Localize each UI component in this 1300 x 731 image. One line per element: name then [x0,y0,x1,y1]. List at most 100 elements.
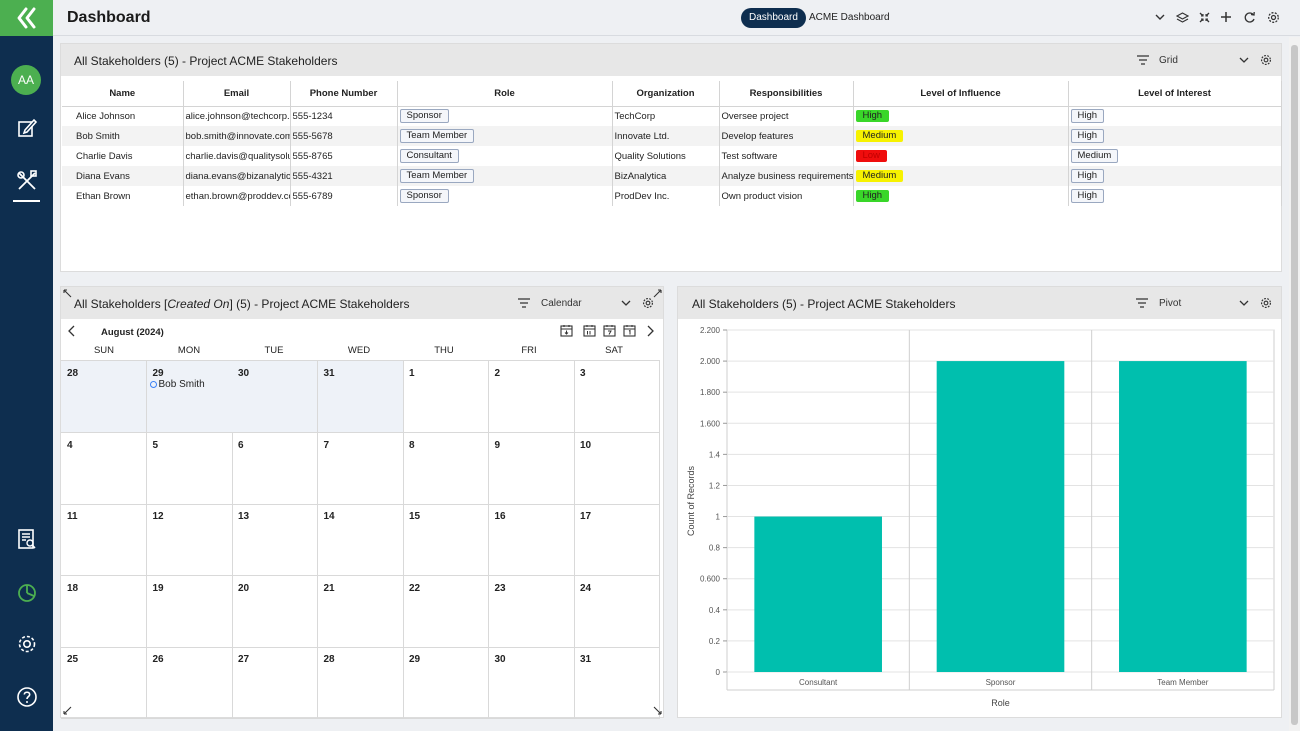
column-header[interactable]: Name [62,81,184,107]
dashboard-chart-icon[interactable] [14,580,40,606]
gear-icon[interactable] [1259,296,1273,310]
layers-icon[interactable] [1174,9,1190,25]
calendar-day-cell[interactable]: 31 [317,361,404,433]
tools-icon[interactable] [14,168,40,194]
gear-icon[interactable] [1259,53,1273,67]
table-row[interactable]: Diana Evans diana.evans@bizanalytica 555… [62,166,1282,186]
gear-icon[interactable] [641,296,655,310]
calendar-month-icon[interactable] [583,324,597,338]
table-row[interactable]: Ethan Brown ethan.brown@proddev.cor 555-… [62,186,1282,206]
calendar-day-cell[interactable]: 28 [61,361,147,433]
add-icon[interactable] [1218,9,1234,25]
view-selector[interactable]: Grid [1159,55,1178,66]
calendar-day-cell[interactable]: 6 [232,432,318,505]
table-row[interactable]: Alice Johnson alice.johnson@techcorp.c 5… [62,106,1282,126]
calendar-day-cell[interactable]: 20 [232,575,318,648]
resize-handle-icon[interactable] [62,705,72,715]
calendar-day-number: 25 [67,654,79,665]
cell-responsibilities: Own product vision [719,186,854,206]
calendar-day-cell[interactable]: 15 [403,504,489,576]
collapse-icon[interactable] [1196,9,1212,25]
calendar-day-cell[interactable]: 30 [488,647,575,719]
avatar[interactable]: AA [11,65,41,95]
chevron-down-icon[interactable] [1237,296,1251,310]
edit-icon[interactable] [14,115,40,141]
weekday-header: WED [347,345,371,356]
calendar-day-cell[interactable]: 13 [232,504,318,576]
cell-responsibilities: Develop features [719,126,854,146]
calendar-day-number: 14 [323,511,335,522]
calendar-day-cell[interactable]: 8 [403,432,489,505]
calendar-day-cell[interactable]: 19 [146,575,233,648]
panel-header: All Stakeholders [Created On] (5) - Proj… [61,287,663,319]
chevron-down-icon[interactable] [619,296,633,310]
scrollbar-thumb[interactable] [1291,45,1298,725]
prev-month-icon[interactable] [67,325,79,337]
report-icon[interactable] [14,526,40,552]
column-header[interactable]: Responsibilities [719,81,854,107]
y-axis-label: Count of Records [686,465,696,536]
calendar-today-icon[interactable] [560,324,574,338]
calendar-day-cell[interactable]: 10 [574,432,660,505]
view-selector[interactable]: Calendar [541,298,582,309]
chevron-down-icon[interactable] [1152,9,1168,25]
calendar-day-icon[interactable] [623,324,637,338]
app-logo[interactable] [0,0,53,36]
calendar-day-cell[interactable]: 14 [317,504,404,576]
calendar-day-cell[interactable]: 22 [403,575,489,648]
column-header[interactable]: Organization [612,81,720,107]
calendar-day-cell[interactable]: 4 [61,432,147,505]
calendar-day-cell[interactable]: 17 [574,504,660,576]
settings-icon[interactable] [14,631,40,657]
calendar-day-cell[interactable]: 2 [488,361,575,433]
calendar-day-cell[interactable]: 5 [146,432,233,505]
calendar-day-cell[interactable]: 11 [61,504,147,576]
calendar-day-cell[interactable]: 24 [574,575,660,648]
calendar-day-cell[interactable]: 30 [232,361,318,433]
column-header[interactable]: Role [397,81,613,107]
calendar-day-number: 16 [494,511,506,522]
calendar-day-cell[interactable]: 25 [61,647,147,719]
calendar-day-cell[interactable]: 27 [232,647,318,719]
help-icon[interactable] [14,684,40,710]
calendar-day-cell[interactable]: 31 [574,647,660,719]
bar-sponsor [936,361,1065,672]
column-header[interactable]: Email [183,81,291,107]
tab-acme-dashboard[interactable]: ACME Dashboard [809,12,890,23]
calendar-day-cell[interactable]: 3 [574,361,660,433]
calendar-day-cell[interactable]: 26 [146,647,233,719]
resize-handle-icon[interactable] [652,705,662,715]
calendar-day-cell[interactable]: 28 [317,647,404,719]
next-month-icon[interactable] [645,325,657,337]
table-row[interactable]: Bob Smith bob.smith@innovate.com 555-567… [62,126,1282,146]
calendar-day-cell[interactable]: 29 [403,647,489,719]
filter-icon[interactable] [1135,296,1149,310]
calendar-day-cell[interactable]: 29 Bob Smith [146,361,233,433]
resize-handle-icon[interactable] [652,288,662,298]
calendar-day-cell[interactable]: 9 [488,432,575,505]
calendar-week-icon[interactable] [603,324,617,338]
gear-icon[interactable] [1265,9,1281,25]
calendar-event[interactable]: Bob Smith [149,379,205,390]
view-selector[interactable]: Pivot [1159,298,1182,309]
column-header[interactable]: Level of Influence [853,81,1069,107]
tab-dashboard[interactable]: Dashboard [741,8,806,28]
calendar-day-cell[interactable]: 21 [317,575,404,648]
resize-handle-icon[interactable] [62,288,72,298]
calendar-day-cell[interactable]: 7 [317,432,404,505]
calendar-day-cell[interactable]: 23 [488,575,575,648]
calendar-day-cell[interactable]: 18 [61,575,147,648]
cell-interest: High [1068,186,1282,206]
chevron-down-icon[interactable] [1237,53,1251,67]
column-header[interactable]: Level of Interest [1068,81,1282,107]
page-scrollbar[interactable] [1289,37,1300,731]
filter-icon[interactable] [1136,53,1150,67]
cell-influence: Low [853,146,1069,166]
column-header[interactable]: Phone Number [290,81,398,107]
calendar-day-cell[interactable]: 1 [403,361,489,433]
filter-icon[interactable] [517,296,531,310]
refresh-icon[interactable] [1241,9,1257,25]
calendar-day-cell[interactable]: 12 [146,504,233,576]
table-row[interactable]: Charlie Davis charlie.davis@qualitysolut… [62,146,1282,166]
calendar-day-cell[interactable]: 16 [488,504,575,576]
